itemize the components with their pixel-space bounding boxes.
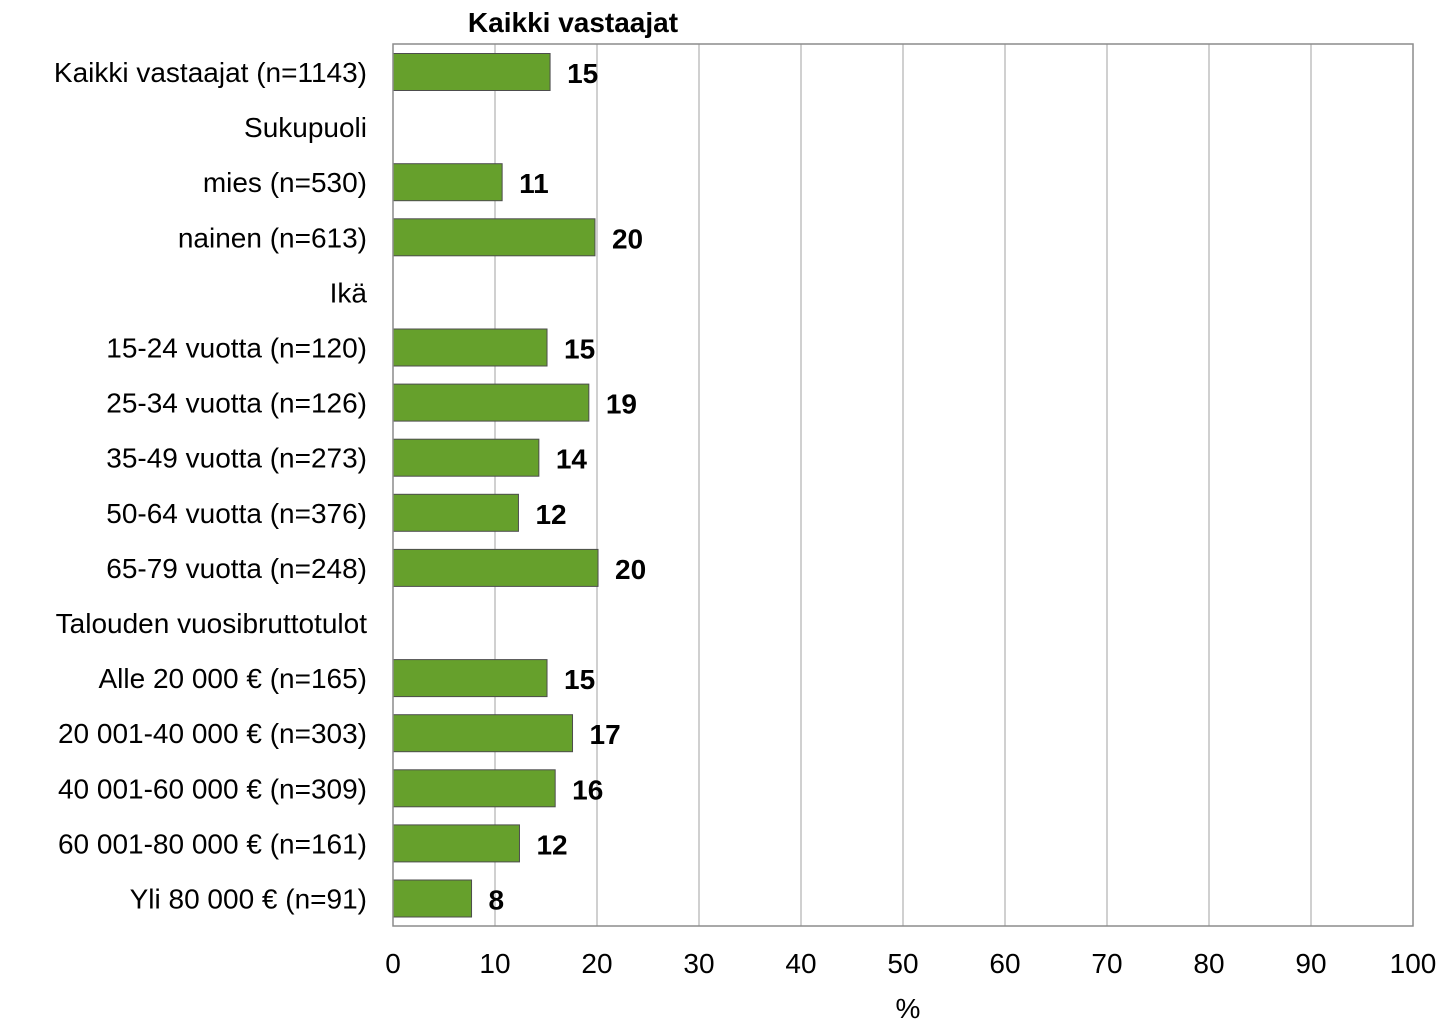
- bar: [392, 163, 503, 202]
- category-label: 20 001-40 000 € (n=303): [58, 718, 367, 749]
- category-labels: Kaikki vastaajat (n=1143) Sukupuoli mies (…: [54, 57, 368, 915]
- value-label: 20: [615, 554, 646, 585]
- category-label: Sukupuoli: [244, 112, 367, 143]
- x-tick-labels: 0 10 20 30 40 50 60 70 80 90 100: [385, 948, 1436, 979]
- bar: [392, 879, 473, 918]
- category-label: 60 001-80 000 € (n=161): [58, 828, 367, 859]
- value-label: 12: [536, 829, 567, 860]
- value-label: 15: [564, 334, 595, 365]
- value-label: 11: [519, 168, 549, 199]
- category-label: 50-64 vuotta (n=376): [106, 498, 367, 529]
- x-tick-label: 60: [989, 948, 1020, 979]
- category-label: 35-49 vuotta (n=273): [106, 443, 367, 474]
- value-label: 15: [564, 664, 595, 695]
- value-label: 20: [612, 223, 643, 254]
- category-label: mies (n=530): [203, 167, 367, 198]
- bar: [392, 328, 548, 367]
- category-label: Ikä: [330, 277, 368, 308]
- value-label: 8: [489, 885, 505, 916]
- x-tick-label: 0: [385, 948, 401, 979]
- value-label: 12: [535, 499, 566, 530]
- value-label: 16: [572, 774, 603, 805]
- bar: [392, 769, 556, 808]
- x-tick-label: 10: [479, 948, 510, 979]
- bars: [392, 53, 599, 918]
- bar: [392, 218, 596, 257]
- bar: [392, 824, 520, 863]
- category-label: Talouden vuosibruttotulot: [56, 608, 368, 639]
- x-tick-label: 40: [785, 948, 816, 979]
- x-tick-label: 100: [1390, 948, 1437, 979]
- bar: [392, 493, 519, 532]
- category-label: 65-79 vuotta (n=248): [106, 553, 367, 584]
- value-label: 19: [606, 389, 637, 420]
- bar: [392, 53, 551, 91]
- bar: [392, 659, 548, 698]
- category-label: Yli 80 000 € (n=91): [130, 884, 367, 915]
- plot-frame: [392, 43, 1414, 927]
- plot-border: [392, 43, 1414, 927]
- value-label: 17: [590, 719, 621, 750]
- bar: [392, 438, 540, 477]
- x-tick-label: 70: [1091, 948, 1122, 979]
- x-tick-label: 30: [683, 948, 714, 979]
- chart-title: Kaikki vastaajat: [468, 7, 678, 38]
- value-label: 14: [556, 444, 588, 475]
- gridlines: [494, 44, 1312, 926]
- category-label: 40 001-60 000 € (n=309): [58, 773, 367, 804]
- category-label: 15-24 vuotta (n=120): [106, 333, 367, 364]
- bar: [392, 548, 599, 587]
- category-label: Kaikki vastaajat (n=1143): [54, 57, 367, 88]
- x-tick-label: 20: [581, 948, 612, 979]
- x-tick-label: 80: [1193, 948, 1224, 979]
- x-tick-label: 50: [887, 948, 918, 979]
- bar: [392, 383, 590, 422]
- category-label: Alle 20 000 € (n=165): [98, 663, 367, 694]
- bar: [392, 714, 574, 753]
- category-label: 25-34 vuotta (n=126): [106, 388, 367, 419]
- x-axis-title: %: [896, 993, 921, 1022]
- value-label: 15: [567, 58, 598, 89]
- category-label: nainen (n=613): [178, 222, 367, 253]
- x-tick-label: 90: [1295, 948, 1326, 979]
